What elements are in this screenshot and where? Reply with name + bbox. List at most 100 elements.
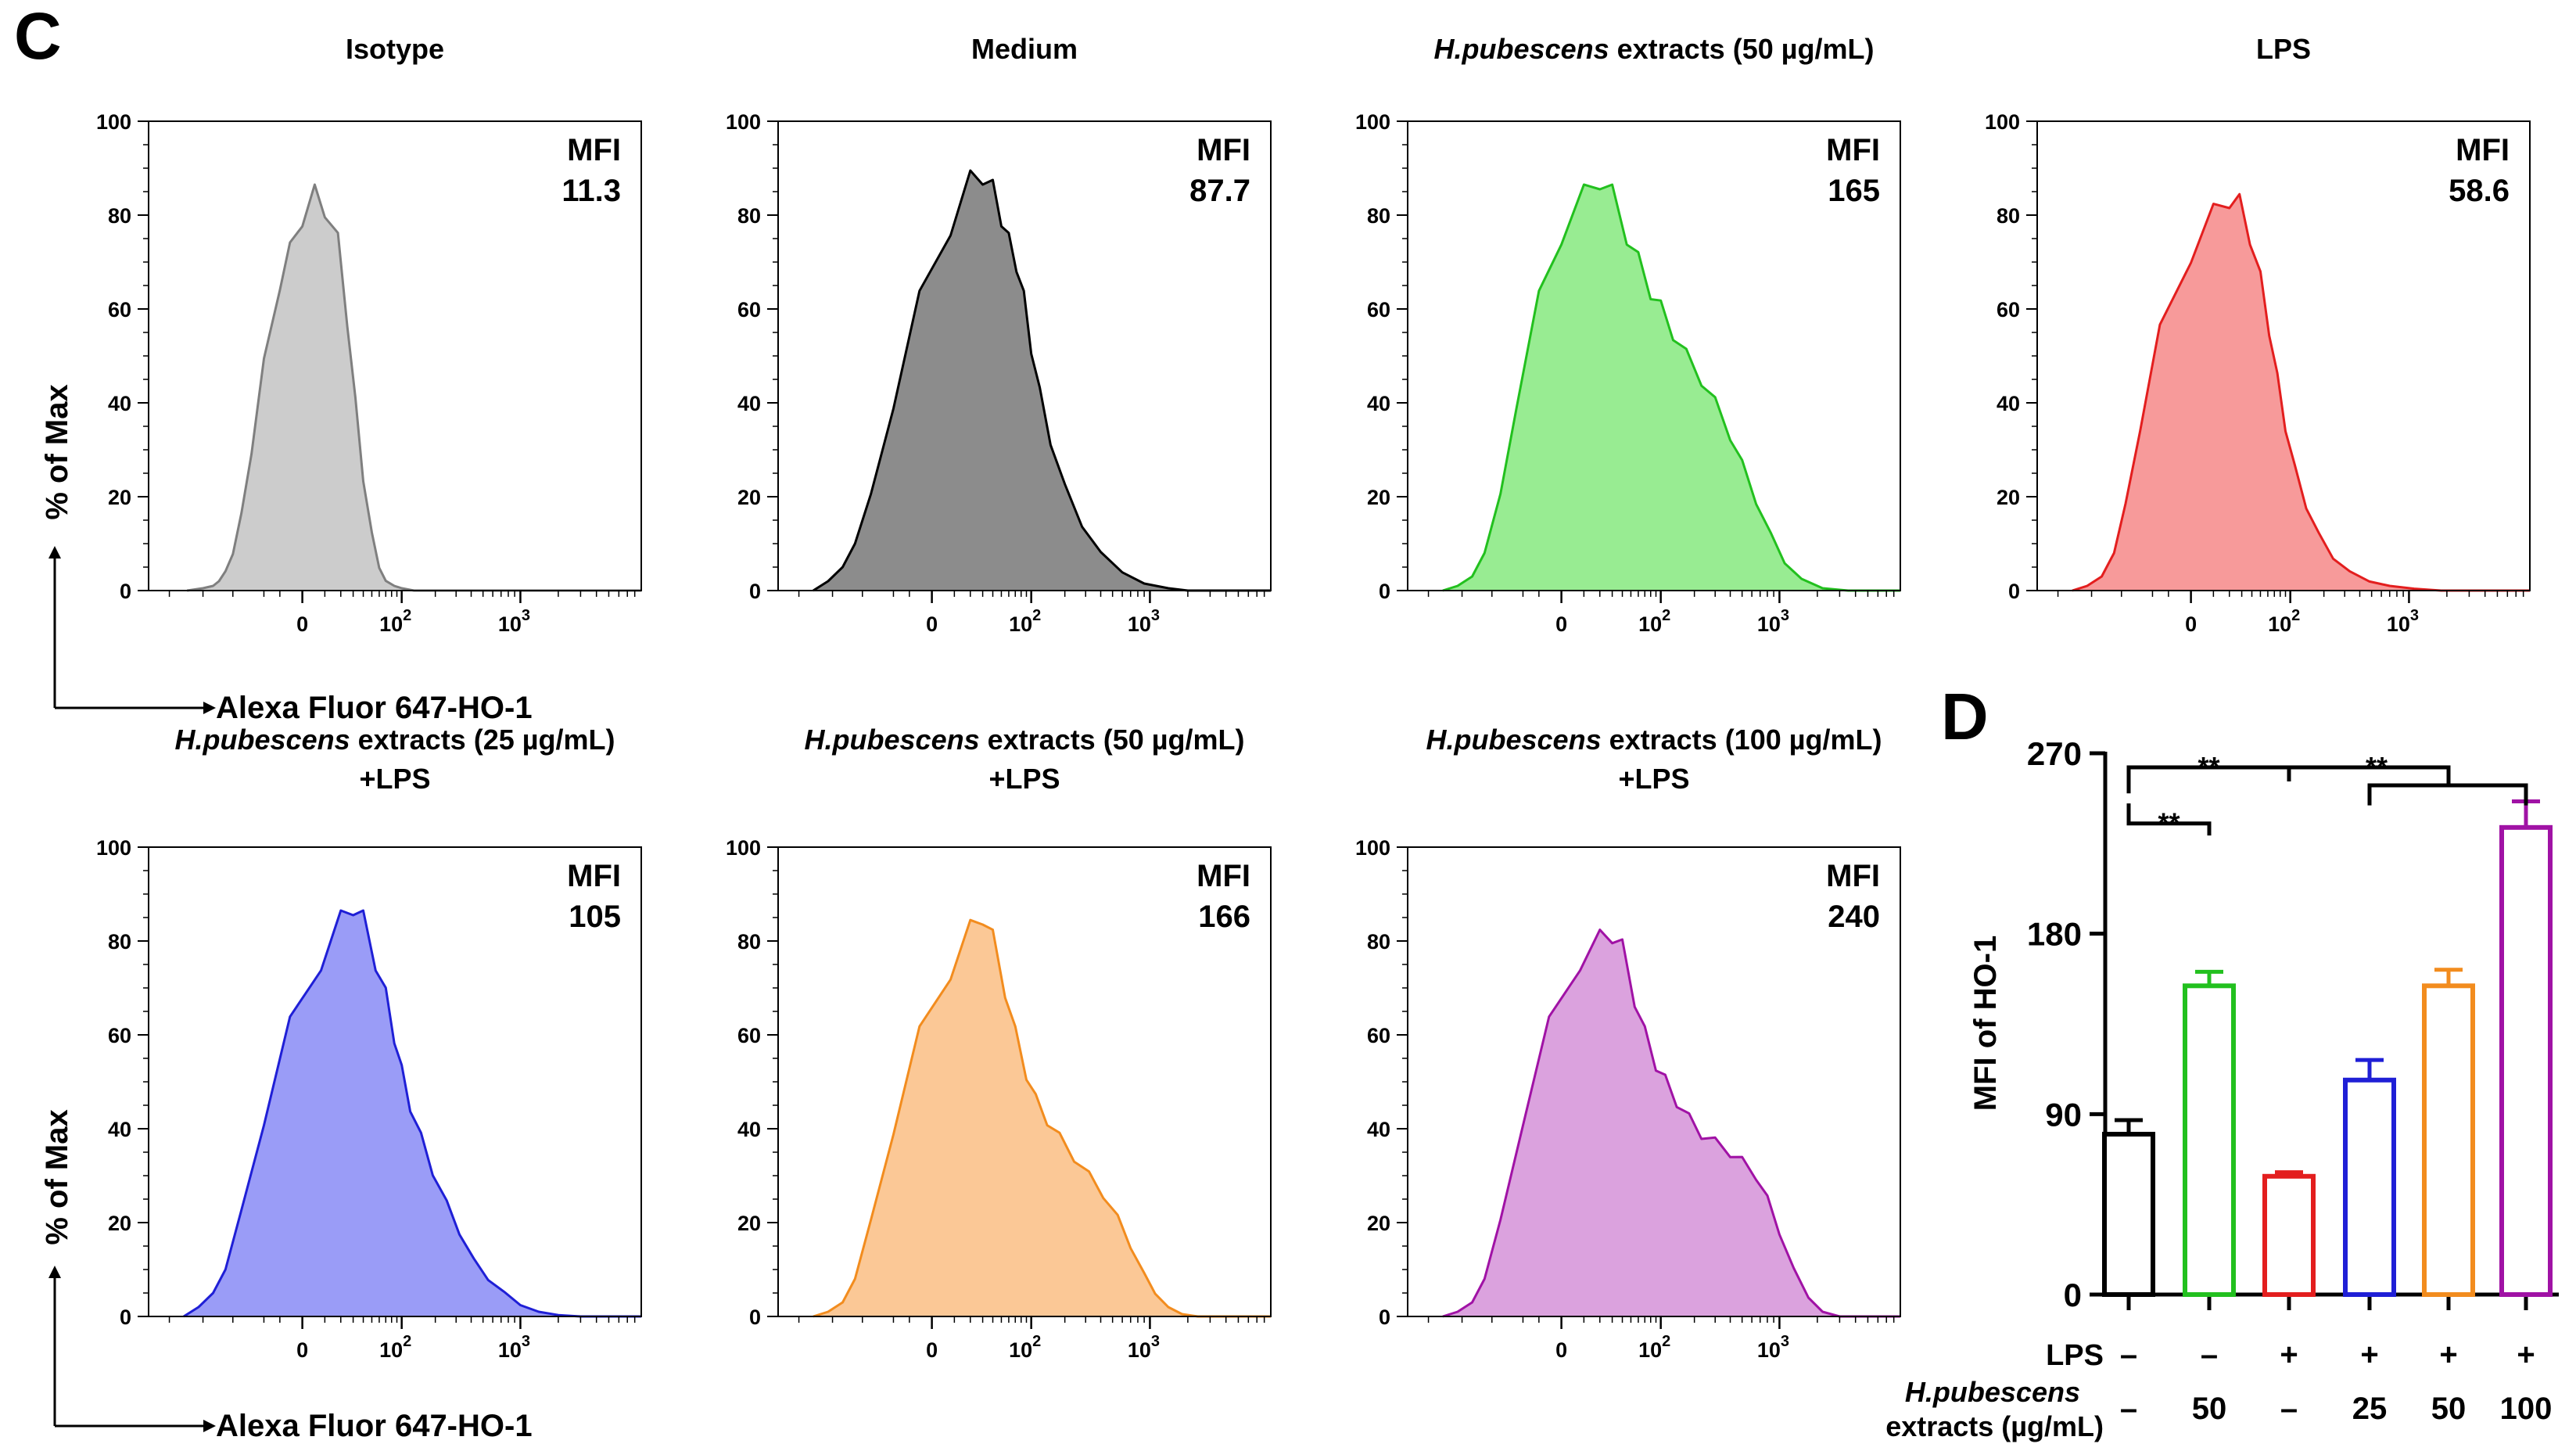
x-tick-exponent: 3 <box>1151 607 1160 624</box>
mfi-label: MFI <box>2456 133 2510 167</box>
x-tick-base: 10 <box>379 612 403 636</box>
x-tick-base: 10 <box>1128 1338 1151 1362</box>
mfi-label: MFI <box>1826 859 1880 893</box>
histogram-area <box>1442 928 1900 1318</box>
y-tick-label: 40 <box>1367 392 1390 415</box>
x-tick-label-power: 102 <box>379 1333 411 1362</box>
mfi-value: 166 <box>1198 900 1250 934</box>
y-axis-label-top: % of Max <box>40 384 74 519</box>
y-tick-label: 80 <box>108 930 131 954</box>
histogram-area <box>2072 192 2530 592</box>
significance-bracket <box>2126 803 2212 836</box>
chart-title-text: Medium <box>971 33 1078 65</box>
mfi-label: MFI <box>567 859 621 893</box>
y-tick-label: 40 <box>737 392 761 415</box>
x-tick-base: 10 <box>498 612 522 636</box>
chart-title-italic: H.pubescens <box>1434 33 1609 65</box>
y-tick-label: 0 <box>120 580 131 603</box>
y-tick-label: 40 <box>108 1118 131 1141</box>
y-tick-label: 60 <box>1997 298 2020 321</box>
chart-title-text: LPS <box>2256 33 2311 65</box>
x-tick-label-power: 103 <box>1757 607 1789 636</box>
mfi-value: 11.3 <box>561 174 621 208</box>
row-extract-value: 25 <box>2352 1392 2388 1426</box>
y-axis-label-bottom: % of Max <box>40 1109 74 1244</box>
histogram-area <box>1442 183 1900 592</box>
y-tick-label: 60 <box>108 298 131 321</box>
histogram-area <box>813 918 1271 1318</box>
row-extract-value: 50 <box>2431 1392 2467 1426</box>
x-tick-label-power: 103 <box>1128 1333 1160 1362</box>
chart-title-text: extracts (100 µg/mL) <box>1602 724 1882 756</box>
y-tick-label: 60 <box>108 1024 131 1047</box>
y-tick-label: 0 <box>120 1306 131 1329</box>
chart-title: LPS <box>2256 33 2311 65</box>
y-tick-label: 20 <box>1367 486 1390 509</box>
x-tick-exponent: 2 <box>403 1333 411 1350</box>
row-label-lps: LPS <box>2046 1339 2104 1372</box>
axis-arrows <box>48 546 216 1432</box>
y-tick-label: 80 <box>108 204 131 228</box>
x-tick-exponent: 2 <box>2291 607 2300 624</box>
row-extract-value: – <box>2280 1392 2298 1426</box>
x-tick-exponent: 2 <box>1032 607 1041 624</box>
row-lps-value: + <box>2360 1338 2378 1372</box>
x-tick-base: 10 <box>1009 1338 1032 1362</box>
x-tick-label-power: 102 <box>1009 1333 1041 1362</box>
histogram-area <box>813 169 1271 592</box>
y-tick-label: 60 <box>1367 1024 1390 1047</box>
x-tick-exponent: 2 <box>1662 1333 1670 1350</box>
y-tick-label: 80 <box>1997 204 2020 228</box>
y-tick-label: 100 <box>1985 110 2020 134</box>
chart-title-text: extracts (25 µg/mL) <box>350 724 615 756</box>
y-axis-label: MFI of HO-1 <box>1968 936 2003 1111</box>
row-lps-value: + <box>2280 1338 2298 1372</box>
row-label-extract-unit: extracts (µg/mL) <box>1885 1410 2104 1442</box>
chart-title: H.pubescens extracts (50 µg/mL) <box>1434 33 1875 65</box>
y-tick-label: 270 <box>2027 735 2082 772</box>
x-tick-exponent: 3 <box>1781 1333 1789 1350</box>
y-tick-label: 0 <box>2064 1277 2082 1313</box>
x-tick-exponent: 3 <box>2410 607 2419 624</box>
chart-title-text: extracts (50 µg/mL) <box>980 724 1245 756</box>
x-tick-base: 10 <box>498 1338 522 1362</box>
x-tick-label-power: 103 <box>2387 607 2419 636</box>
x-tick-label-power: 102 <box>1638 607 1670 636</box>
x-tick-base: 10 <box>1009 612 1032 636</box>
y-tick-label: 80 <box>737 930 761 954</box>
y-tick-label: 180 <box>2027 916 2082 953</box>
y-tick-label: 100 <box>1355 110 1390 134</box>
y-tick-label: 0 <box>749 1306 761 1329</box>
y-tick-label: 20 <box>108 486 131 509</box>
y-tick-label: 0 <box>1379 1306 1390 1329</box>
histogram-area <box>186 183 641 592</box>
y-tick-label: 100 <box>726 110 761 134</box>
chart-title-text: Isotype <box>346 33 444 65</box>
x-tick-exponent: 2 <box>403 607 411 624</box>
x-tick-base: 10 <box>379 1338 403 1362</box>
x-tick-base: 10 <box>1757 612 1781 636</box>
chart-title: H.pubescens extracts (50 µg/mL) <box>805 724 1245 756</box>
row-extract-value: 50 <box>2192 1392 2227 1426</box>
x-tick-base: 10 <box>2268 612 2291 636</box>
mfi-label: MFI <box>1826 133 1880 167</box>
histogram-hp-50-lps: H.pubescens extracts (50 µg/mL)+LPS02040… <box>726 724 1272 1362</box>
mfi-label: MFI <box>1197 133 1250 167</box>
x-tick-label-zero: 0 <box>296 612 308 636</box>
y-tick-label: 100 <box>1355 836 1390 860</box>
bar <box>2343 1077 2396 1297</box>
bar <box>2183 983 2236 1297</box>
row-extract-value: 100 <box>2500 1392 2553 1426</box>
significance-stars: ** <box>2197 751 2219 783</box>
bar <box>2499 824 2553 1297</box>
mfi-value: 87.7 <box>1189 174 1250 208</box>
y-tick-label: 60 <box>737 298 761 321</box>
x-tick-base: 10 <box>1757 1338 1781 1362</box>
y-tick-label: 40 <box>1367 1118 1390 1141</box>
y-tick-label: 100 <box>726 836 761 860</box>
panel-label-d: D <box>1941 680 1989 753</box>
x-tick-exponent: 2 <box>1032 1333 1041 1350</box>
